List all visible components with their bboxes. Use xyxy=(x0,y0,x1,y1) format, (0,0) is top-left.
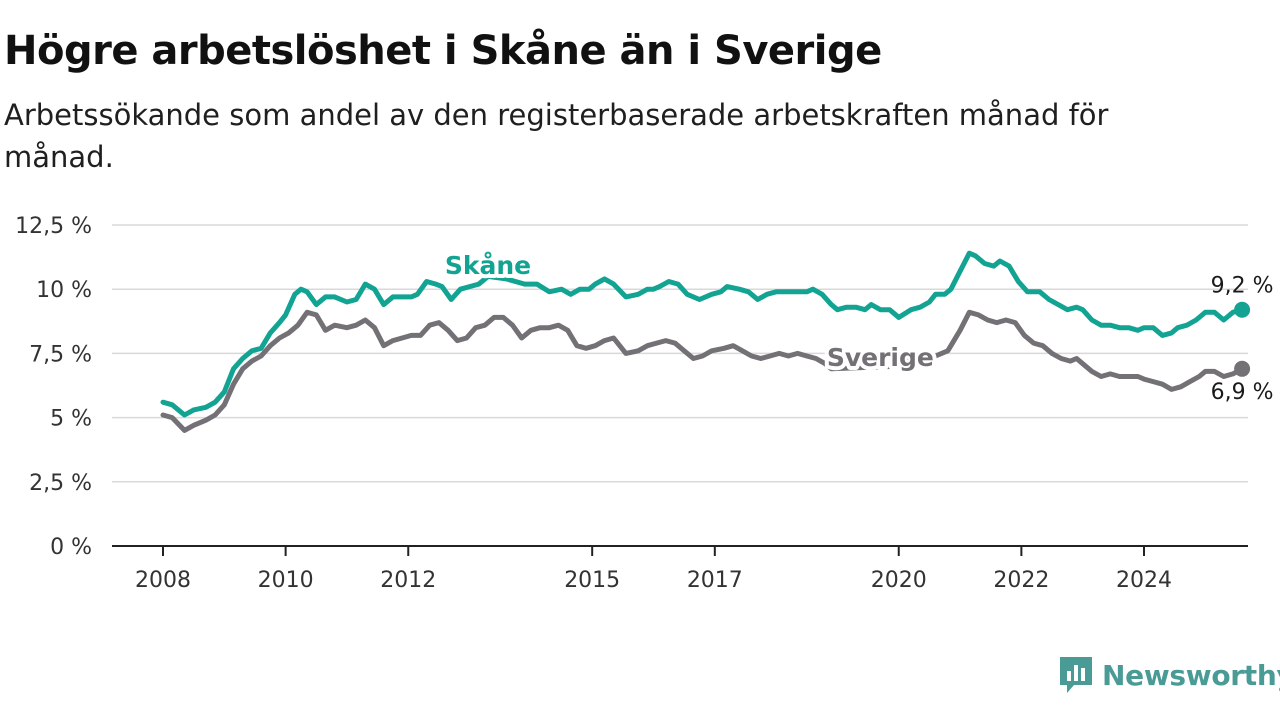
series-label-sverige: Sverige xyxy=(827,343,934,372)
chart-subtitle: Arbetssökande som andel av den registerb… xyxy=(4,98,1109,174)
end-label-sverige: 6,9 % xyxy=(1211,380,1274,405)
x-tick-label: 2024 xyxy=(1116,568,1172,593)
x-tick-label: 2008 xyxy=(135,568,191,593)
y-tick-label: 7,5 % xyxy=(29,342,92,367)
series-line-skåne xyxy=(160,250,1245,418)
brand-name: Newsworthy xyxy=(1102,658,1280,692)
x-tick-label: 2017 xyxy=(687,568,743,593)
series-line-sverige xyxy=(160,309,1245,433)
chart-title: Högre arbetslöshet i Skåne än i Sverige xyxy=(4,28,882,74)
newsworthy-chat-icon xyxy=(1060,657,1092,693)
y-tick-label: 0 % xyxy=(50,535,92,560)
x-tick-label: 2012 xyxy=(380,568,436,593)
y-tick-label: 12,5 % xyxy=(15,214,92,239)
end-point-sverige xyxy=(1234,360,1251,377)
y-tick-label: 10 % xyxy=(36,278,92,303)
x-tick-label: 2015 xyxy=(564,568,620,593)
series-label-skåne: Skåne xyxy=(445,251,531,280)
brand-logo: Newsworthy xyxy=(1058,652,1280,698)
y-tick-label: 2,5 % xyxy=(29,471,92,496)
end-point-skåne xyxy=(1234,301,1251,318)
series-label-halo: Sverige xyxy=(827,343,934,372)
end-label-skåne: 9,2 % xyxy=(1211,274,1274,299)
x-tick-label: 2010 xyxy=(258,568,314,593)
y-tick-label: 5 % xyxy=(50,407,92,432)
series-label-halo: Skåne xyxy=(445,251,531,280)
x-tick-label: 2020 xyxy=(871,568,927,593)
x-tick-label: 2022 xyxy=(993,568,1049,593)
